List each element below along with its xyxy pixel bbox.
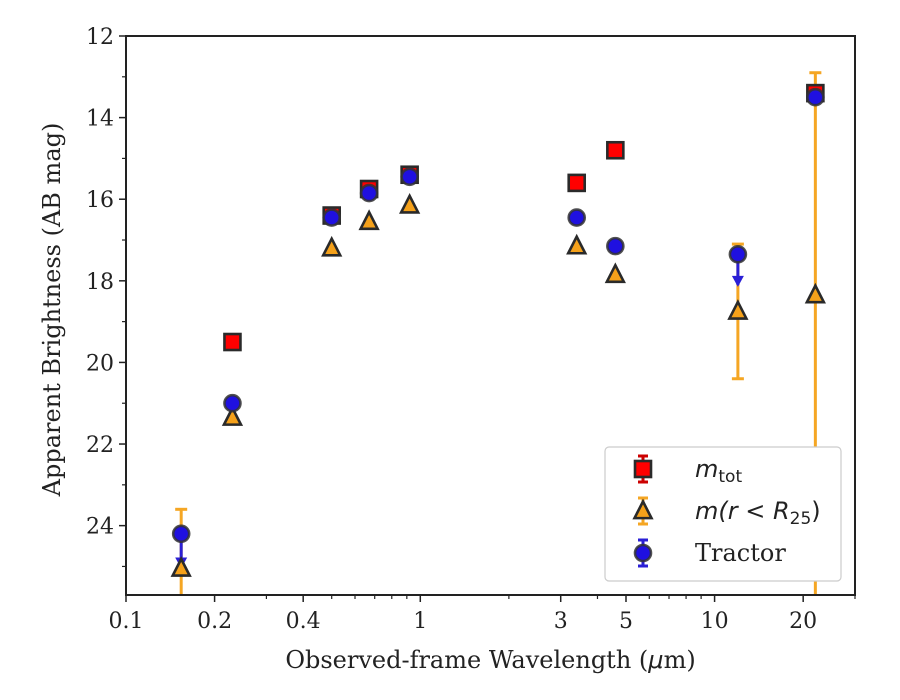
x-tick-label: 0.2 [197,609,232,634]
point-mr25 [804,282,826,304]
point-mr25 [604,262,626,284]
legend-label-post: ) [811,497,820,525]
y-tick-label: 20 [86,351,114,376]
legend-label-sub: 25 [790,509,812,529]
legend-label-mr25: m(r < R25) [695,497,821,529]
x-tick-label: 10 [701,609,729,634]
legend-label-tractor: Tractor [695,539,786,567]
point-mr25 [170,556,192,577]
y-tick-label: 24 [86,515,114,540]
series-tractor [171,87,825,544]
y-tick-label: 14 [86,107,114,132]
y-tick-label: 18 [86,270,114,295]
point-mr25 [399,192,421,214]
x-tick-label: 20 [789,609,817,634]
plot-area [170,71,826,595]
x-tick-label: 0.1 [109,609,144,634]
point-tractor [223,393,242,413]
point-mr25 [566,233,588,255]
plot-frame [125,35,856,596]
point-tractor [171,524,191,544]
point-mr25 [358,209,380,231]
point-tractor [606,236,625,256]
point-tractor [728,244,748,264]
x-tick-label: 5 [619,609,633,634]
x-axis-title-post: m) [664,646,696,674]
point-mtot [567,173,587,193]
legend-marker-mr25 [632,498,654,520]
legend-item-mr25: m(r < R25) [632,496,821,529]
point-mr25 [321,235,343,257]
point-mr25 [727,299,749,320]
legend-items: mtot m(r < R25) Tractor [632,454,821,568]
point-tractor [322,208,342,227]
y-tick-label: 22 [86,433,114,458]
legend-label-sub: tot [718,467,742,487]
y-tick-label: 12 [86,25,114,50]
point-mtot [223,332,242,352]
x-axis-title: Observed-frame Wavelength (μm) [285,646,695,674]
legend-label-mtot: mtot [695,455,742,487]
point-mtot [606,140,625,160]
point-tractor [400,167,419,187]
y-axis-title: Apparent Brightness (AB mag) [38,123,66,498]
y-tick-label: 16 [86,188,114,213]
legend: mtot m(r < R25) Tractor [604,446,842,582]
x-axis-title-pre: Observed-frame Wavelength ( [285,646,648,674]
legend-marker-tractor [633,543,653,563]
point-mr25 [221,405,244,426]
upper-limit-arrow [731,275,744,287]
axes: 0.1 0.2 0.4 1 3 5 10 20 12 14 16 18 20 22 24 [86,25,856,634]
legend-marker-mtot [633,459,653,479]
x-tick-label: 3 [554,609,568,634]
legend-item-tractor: Tractor [633,538,786,568]
point-tractor [806,87,825,107]
x-tick-label: 0.4 [286,609,321,634]
x-tick-label: 1 [413,609,427,634]
point-tractor [567,208,587,227]
point-tractor [359,183,379,203]
legend-box [604,446,842,582]
legend-label-pre: m(r < R [695,497,790,525]
x-axis-title-mu: μ [647,646,663,674]
legend-label-main: m [695,455,718,483]
legend-item-mtot: mtot [633,454,742,487]
series-mr25 [170,192,826,577]
